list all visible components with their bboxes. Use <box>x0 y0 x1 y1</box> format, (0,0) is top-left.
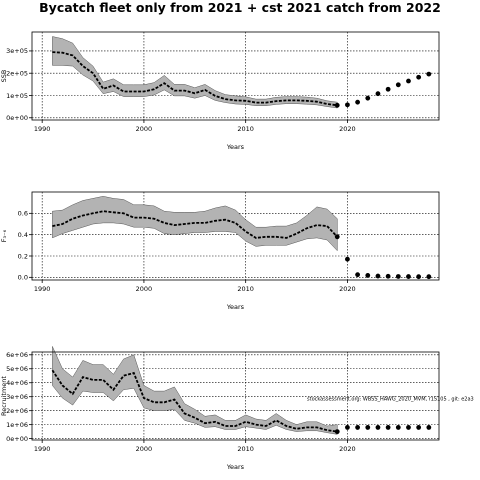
chart-panel-1: 1990 2000 2010 2020 0e+00 1e+05 2e+05 3e+05 Year… <box>0 31 440 151</box>
y-tick-label: 0e+00 <box>6 435 28 443</box>
estimate-line <box>52 210 338 239</box>
y-axis-label: F₃₋₆ <box>0 229 8 242</box>
y-tick-label: 0.2 <box>18 252 28 260</box>
projection-point <box>355 272 360 278</box>
x-tick-label: 1990 <box>34 285 51 293</box>
plot-frame <box>31 31 440 121</box>
projection-point <box>375 425 381 430</box>
projection-point <box>345 256 350 262</box>
projection-point <box>375 91 381 97</box>
x-axis-label: Years <box>226 463 245 471</box>
projection-point <box>334 234 340 240</box>
projection-point <box>406 78 411 84</box>
y-tick-label: 0.4 <box>18 231 28 239</box>
projection-point <box>416 274 422 280</box>
projection-point <box>355 425 360 430</box>
x-tick-label: 2020 <box>339 445 356 453</box>
y-tick-label: 2e+06 <box>6 407 28 415</box>
projection-point <box>416 425 422 430</box>
chart-panel-2: 1990 2000 2010 2020 0.0 0.2 0.4 0.6 Years F₃₋₆ <box>0 191 440 311</box>
y-tick-label: 4e+06 <box>6 379 28 387</box>
projection-point <box>406 274 411 279</box>
x-axis-label: Years <box>226 143 245 151</box>
projection-point <box>334 102 340 108</box>
y-tick-label: 0.6 <box>18 210 28 218</box>
plot-frame <box>31 191 440 281</box>
projection-point <box>385 86 391 92</box>
projection-point <box>426 274 432 280</box>
projection-point <box>385 425 391 430</box>
estimate-line <box>51 369 338 433</box>
y-tick-label: 5e+06 <box>6 365 28 373</box>
projection-point <box>395 274 401 279</box>
confidence-band <box>52 346 338 435</box>
projection-point <box>365 425 371 430</box>
estimate-line <box>52 51 338 107</box>
projection-point <box>416 74 422 80</box>
y-tick-label: 2e+05 <box>6 70 28 78</box>
y-tick-label: 1e+06 <box>6 421 28 429</box>
y-tick-label: 0.0 <box>18 274 28 282</box>
projection-point <box>345 102 350 108</box>
projection-point <box>385 273 391 279</box>
projection-point <box>426 71 432 77</box>
y-tick-label: 3e+05 <box>6 47 28 55</box>
x-tick-label: 2020 <box>339 285 356 293</box>
y-tick-label: 1e+05 <box>6 92 28 100</box>
y-tick-label: 6e+06 <box>6 351 28 359</box>
y-axis-label: SSB <box>0 70 8 83</box>
confidence-band <box>52 36 338 109</box>
x-tick-label: 2000 <box>136 445 153 453</box>
x-tick-label: 2010 <box>237 125 254 133</box>
projection-point <box>345 425 350 430</box>
x-tick-label: 1990 <box>34 445 51 453</box>
x-tick-label: 2000 <box>136 125 153 133</box>
stockassessment-annotation: stockassessment.org: WBSS_HAWG_2020_MVM,… <box>307 397 474 403</box>
projection-point <box>395 425 401 430</box>
figure-title: Bycatch fleet only from 2021 + cst 2021 … <box>39 0 441 15</box>
projection-point <box>365 273 371 278</box>
x-tick-label: 1990 <box>34 125 51 133</box>
x-axis-label: Years <box>226 303 245 311</box>
projection-point <box>334 429 340 435</box>
projection-point <box>365 95 371 101</box>
x-tick-label: 2010 <box>237 285 254 293</box>
confidence-band <box>52 196 338 252</box>
y-tick-label: 0e+00 <box>6 114 28 122</box>
y-axis-label: Recruitment <box>0 376 8 416</box>
projection-point <box>355 99 360 105</box>
projection-point <box>426 425 432 430</box>
chart-panel-3: 1990 2000 2010 2020 0e+00 1e+06 2e+06 3e+06 4e+0… <box>0 346 474 471</box>
x-tick-label: 2000 <box>136 285 153 293</box>
projection-point <box>375 273 381 279</box>
x-tick-label: 2010 <box>237 445 254 453</box>
plot-frame <box>31 351 440 441</box>
projection-point <box>395 82 401 88</box>
projection-point <box>406 425 411 430</box>
x-tick-label: 2020 <box>339 125 356 133</box>
y-tick-label: 3e+06 <box>6 393 28 401</box>
